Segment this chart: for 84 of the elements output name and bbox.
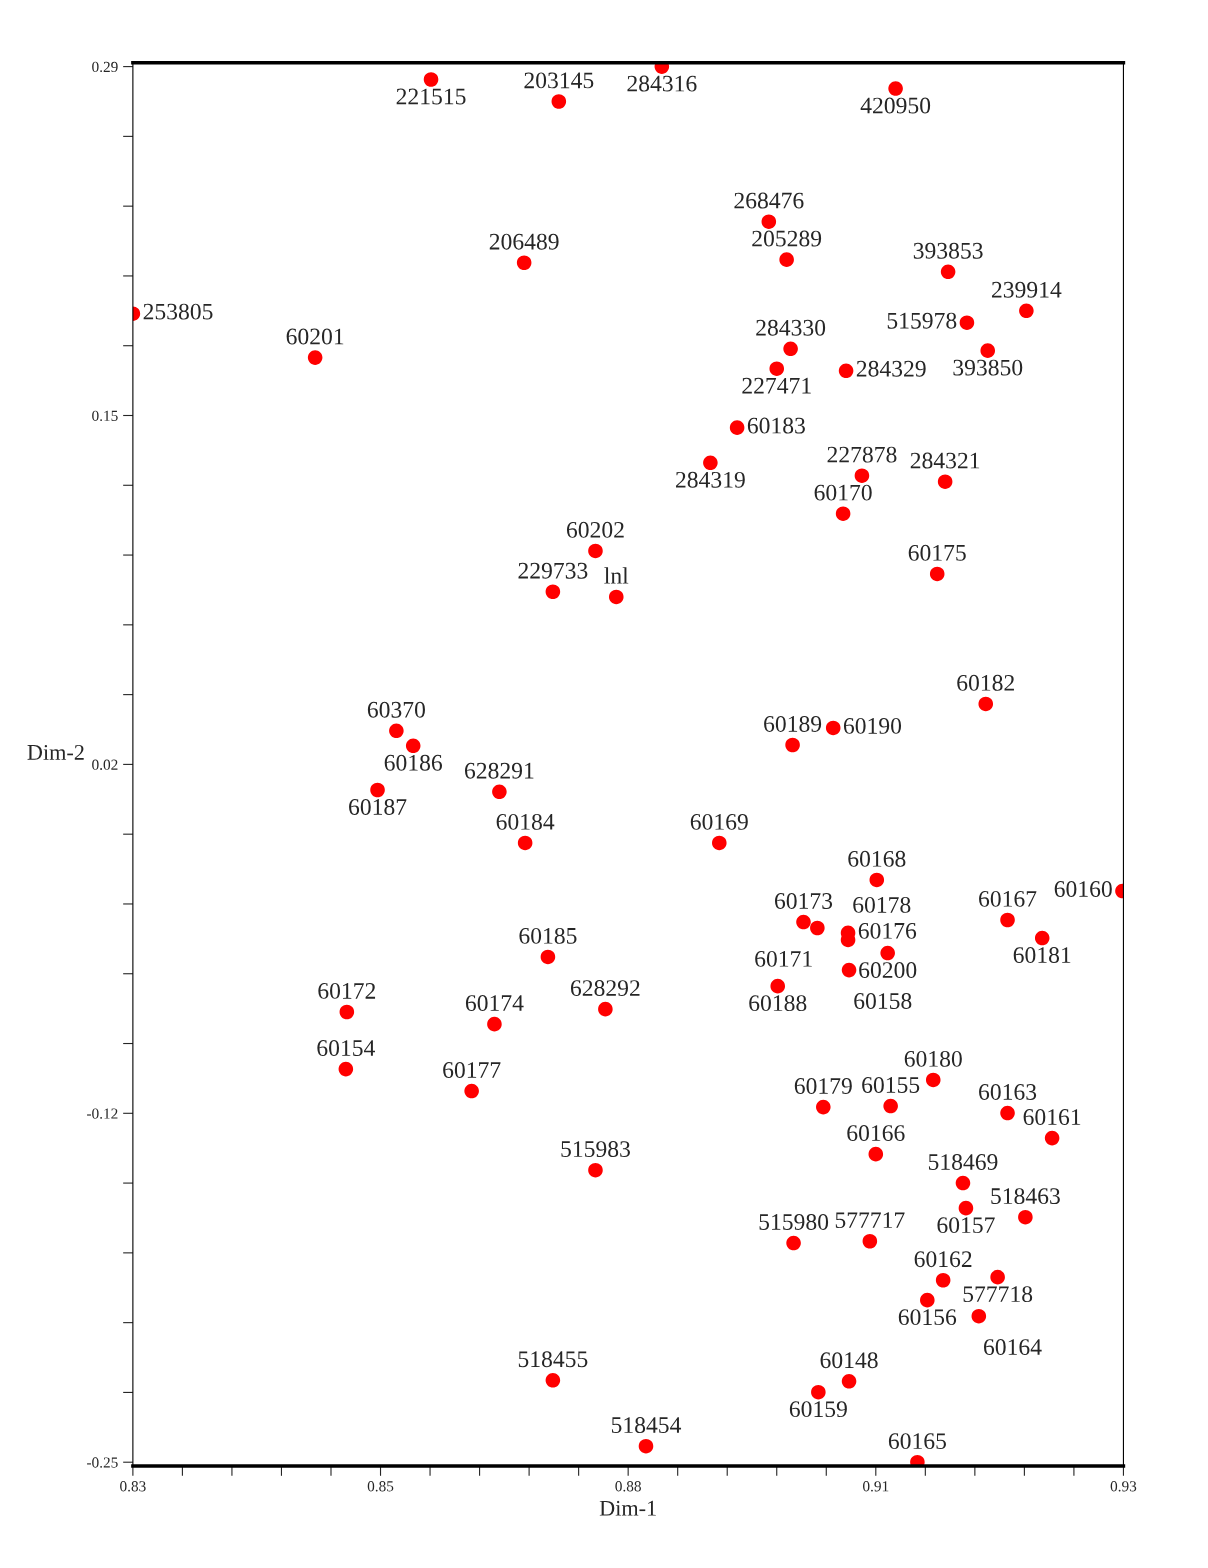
annotation: 60172 [318,982,376,999]
annotation: 205289 [752,230,822,247]
x-tick-label: 0.93 [1110,1481,1137,1492]
annotation: 60161 [1023,1109,1081,1125]
x-tick-label: 0.83 [120,1481,146,1492]
annotation: 60171 [755,950,812,967]
annotation: 515983 [561,1141,630,1158]
annotation: 227471 [742,377,811,394]
annotation: 268476 [734,192,804,209]
y-axis-title: Dim-2 [27,744,84,760]
x-axis-title: Dim-1 [599,1500,656,1516]
annotation: 60175 [908,544,966,561]
annotation: 60190 [843,717,902,734]
annotation: 393850 [953,359,1023,376]
annotation: 221515 [396,88,466,105]
x-tick-label: 0.91 [863,1481,889,1492]
annotation: 577718 [963,1286,1033,1303]
y-tick-label: -0.12 [87,1108,118,1119]
annotation: 518469 [928,1154,998,1170]
annotation: 60155 [862,1077,920,1093]
annotation: 60166 [847,1125,905,1142]
annotation: 60163 [979,1083,1037,1100]
annotation: 60188 [749,995,807,1012]
annotation: 60168 [848,850,906,867]
annotation: 60178 [853,896,911,913]
annotation: lnl [604,567,629,584]
annotation: 284329 [856,360,926,377]
annotation: 60162 [914,1251,972,1268]
annotation: 60156 [898,1309,957,1326]
annotation: 518454 [611,1417,682,1434]
annotation: 518463 [991,1188,1060,1205]
annotation: 206489 [489,233,559,250]
annotation: 284321 [910,452,980,469]
annotation: 60179 [794,1078,852,1094]
annotation: 60184 [496,813,555,830]
x-tick-label: 0.88 [615,1481,641,1492]
y-tick-label: 0.15 [92,410,118,422]
y-tick-label: 0.29 [92,61,118,73]
annotation: 60148 [820,1352,878,1369]
annotation: 60181 [1013,947,1071,964]
annotation: 60158 [854,993,912,1009]
annotation: 253805 [143,303,213,320]
annotation: 60186 [384,754,443,771]
annotation: 60159 [789,1401,847,1418]
annotation: 60157 [937,1217,995,1234]
annotation: 60154 [317,1040,375,1056]
annotation: 628292 [570,980,640,997]
annotation: 60182 [957,674,1014,691]
y-tick-label: 0.02 [92,759,118,770]
annotation: 518455 [518,1351,588,1368]
annotation: 60174 [465,995,524,1012]
annotation: 229733 [518,562,588,579]
annotation: 515980 [759,1213,829,1230]
annotation: 60189 [764,715,822,732]
annotation: 60201 [286,328,344,345]
annotation: 628291 [464,762,534,779]
x-tick-label: 0.85 [367,1481,394,1492]
annotation: 60173 [774,892,833,909]
annotation: 60160 [1054,881,1112,897]
annotation: 60169 [690,813,748,830]
annotation: 284319 [676,471,745,488]
annotation: 60185 [519,927,577,944]
annotation: 420950 [860,97,931,114]
annotation: 239914 [991,281,1062,298]
annotation: 60165 [888,1433,946,1450]
annotation: 60200 [859,962,917,979]
annotation: 515978 [887,312,957,329]
y-tick-label: -0.25 [87,1457,118,1468]
annotation: 284316 [627,75,697,92]
annotation: 577717 [835,1212,905,1229]
annotation: 60202 [566,521,624,538]
annotation: 60183 [747,417,805,434]
annotation: 60176 [858,922,917,939]
annotation: 227878 [827,446,897,463]
annotation: 393853 [913,242,983,259]
annotation: 60167 [979,890,1037,907]
annotation: 284330 [756,319,826,336]
annotation: 60164 [984,1339,1042,1356]
annotation: 60177 [443,1062,501,1078]
annotation: 203145 [524,72,594,89]
annotation: 60187 [349,799,407,815]
annotation: 60180 [904,1050,962,1067]
annotation: 60170 [814,484,872,501]
annotation: 60370 [367,701,425,718]
